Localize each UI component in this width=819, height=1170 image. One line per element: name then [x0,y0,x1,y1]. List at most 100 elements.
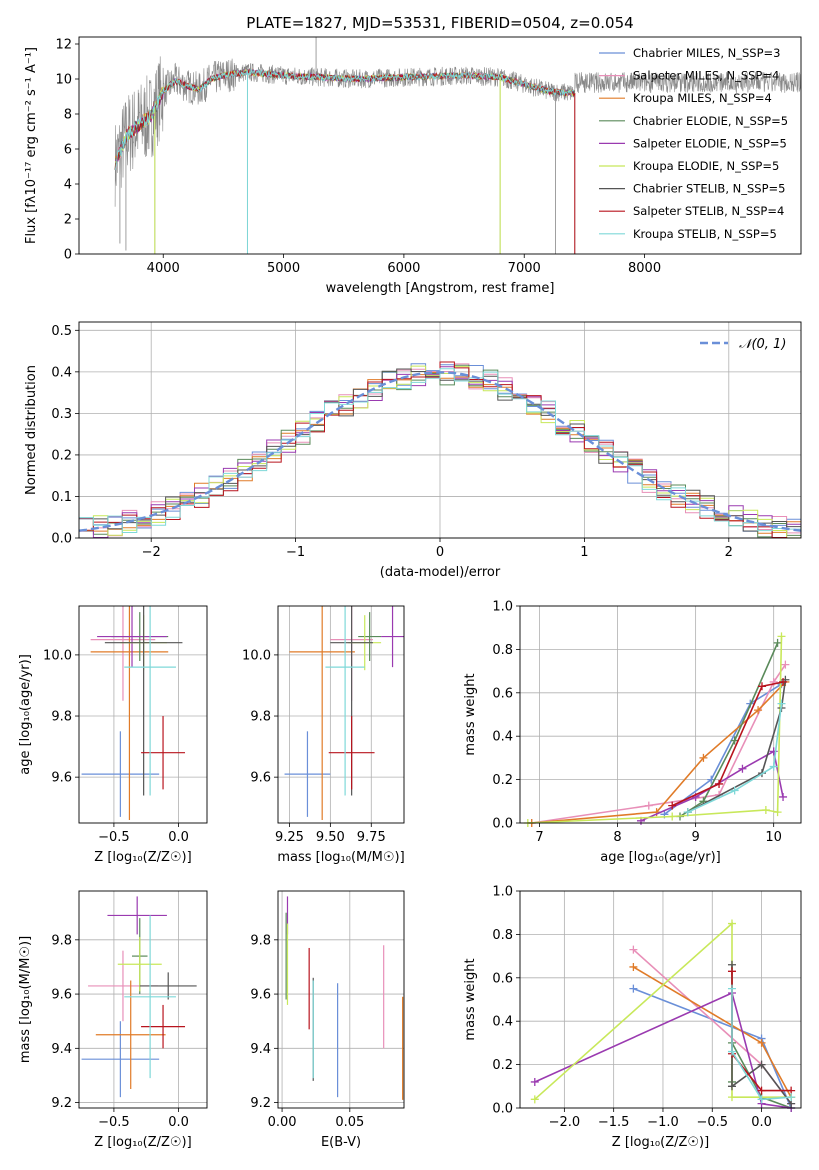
point-marker [773,638,782,647]
x-tick-label: 2 [725,545,733,560]
y-tick-label: 10 [55,73,72,88]
y-tick-label: 0.0 [492,1102,513,1117]
y-tick-label: 1.0 [492,885,513,900]
mass-weight-line-chabrier_elodie [679,642,779,818]
axes-frame [277,890,405,1109]
legend-entry: Salpeter STELIB, N_SSP=4 [633,204,784,218]
y-tick-label: 0.0 [51,532,72,547]
mass-weight-line-salpeter_miles [531,664,787,824]
point-marker [668,801,677,810]
y-tick-label: 0.8 [492,928,513,943]
y-tick-label: 9.8 [51,710,72,725]
x-axis-label: wavelength [Angstrom, rest frame] [326,281,555,296]
errorbar-chabrier_stelib [104,606,183,796]
y-tick-label: 0.3 [51,407,72,422]
errorbar-kroupa_elodie [117,937,162,992]
model-spectrum-chabrier_stelib [114,68,575,171]
y-tick-label: 9.6 [250,988,271,1003]
x-tick-label: 9.25 [275,830,304,845]
legend-entry: 𝒩(0, 1) [739,337,786,352]
panel-0 [75,43,645,258]
point-marker [787,1093,796,1102]
point-marker [727,1082,736,1091]
x-tick-label: 1 [580,545,588,560]
x-tick-label: 0.0 [168,830,189,845]
x-tick-label: 7 [535,830,543,845]
x-tick-label: 7000 [508,261,541,276]
errorbar-kroupa_miles [289,606,355,820]
y-axis-label: mass weight [463,673,478,755]
errorbar-salpeter_elodie [107,896,167,935]
point-marker [629,962,638,971]
y-tick-label: 0.4 [492,730,513,745]
y-tick-label: 10.0 [43,648,72,663]
x-tick-label: −0.5 [696,1115,728,1130]
mass-weight-line-chabrier_miles [663,683,782,815]
point-marker [773,808,782,817]
legend-entry: Kroupa ELODIE, N_SSP=5 [633,159,779,173]
point-marker [730,786,739,795]
errorbar-chabrier_miles [284,731,331,817]
y-axis-label: mass weight [463,958,478,1040]
x-tick-label: 8000 [628,261,661,276]
panel-6 [274,891,404,1112]
x-tick-label: 8 [613,830,621,845]
point-marker [715,779,724,788]
x-tick-label: 0 [436,545,444,560]
x-tick-label: −2.0 [549,1115,581,1130]
axes-frame [277,605,405,824]
y-tick-label: 0.2 [492,1058,513,1073]
y-tick-label: 9.8 [250,933,271,948]
point-marker [779,792,788,801]
y-tick-label: 9.4 [51,1042,72,1057]
legend-entry: Chabrier STELIB, N_SSP=5 [633,182,785,196]
gaussian-curve [79,371,801,532]
errorbar-chabrier_elodie [358,612,382,662]
x-tick-label: 6000 [387,261,420,276]
errorbar-kroupa_stelib [325,606,365,796]
x-tick-label: −1.0 [647,1115,679,1130]
legend-entry: Salpeter MILES, N_SSP=4 [633,69,779,83]
point-marker [757,1060,766,1069]
x-tick-label: −1.5 [598,1115,630,1130]
x-tick-label: −2 [142,545,161,560]
y-tick-label: 4 [64,178,72,193]
chart-title: PLATE=1827, MJD=53531, FIBERID=0504, z=0… [246,14,633,32]
y-tick-label: 9.6 [250,771,271,786]
errorbar-kroupa_miles [90,606,169,820]
point-marker [629,984,638,993]
panel-1 [75,322,801,542]
errorbar-chabrier_stelib [139,972,197,1000]
y-tick-label: 0.4 [492,1015,513,1030]
errorbar-kroupa_stelib [124,915,176,1079]
point-marker [757,1038,766,1047]
mass-weight-line-kroupa_stelib [731,988,792,1101]
y-tick-label: 1.0 [492,600,513,615]
errorbar-salpeter_elodie [381,606,404,668]
point-marker [629,945,638,954]
point-marker [777,632,786,641]
point-marker [781,660,790,669]
x-tick-label: 9.50 [316,830,345,845]
panel-5 [75,891,207,1112]
y-tick-label: 0 [64,248,72,263]
errorbar-salpeter_stelib [141,1004,186,1049]
point-marker [699,753,708,762]
point-marker [757,1095,766,1104]
legend-entry: Kroupa MILES, N_SSP=4 [633,91,772,105]
x-tick-label: 5000 [267,261,300,276]
axes-frame [78,605,208,824]
point-marker [727,919,736,928]
x-tick-label: 0.00 [268,1115,297,1130]
legend-entry: Salpeter ELODIE, N_SSP=5 [633,136,787,150]
x-tick-label: −0.5 [98,1115,130,1130]
y-tick-label: 10.0 [242,648,271,663]
x-tick-label: 0.05 [335,1115,364,1130]
y-tick-label: 9.8 [51,933,72,948]
point-marker [727,1093,736,1102]
errorbar-salpeter_stelib [328,716,375,790]
legend-entry: Chabrier MILES, N_SSP=3 [633,46,780,60]
point-marker [668,812,677,821]
y-axis-label: age [log₁₀(age/yr)] [18,654,33,775]
